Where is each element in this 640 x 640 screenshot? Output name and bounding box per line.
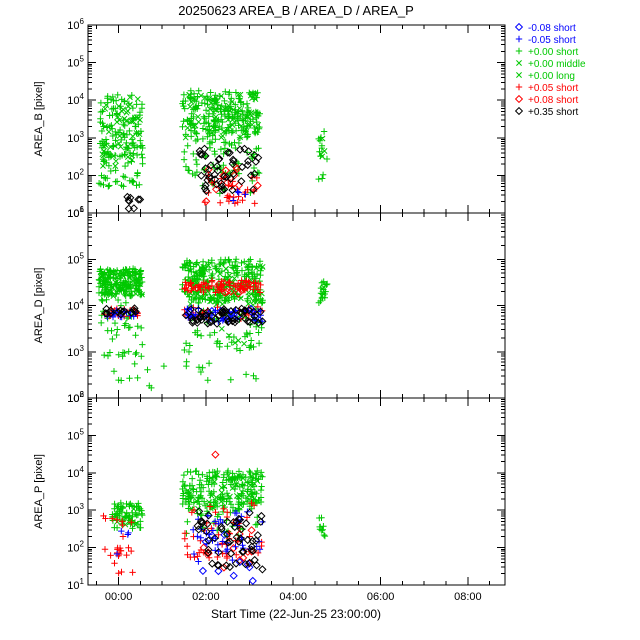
y-tick-label: 102 (67, 540, 84, 555)
y-tick-label: 106 (67, 17, 84, 32)
y-tick-label: 101 (67, 577, 84, 592)
legend-item: +0.00 middle (516, 59, 586, 70)
scatter-series--0-08-short (185, 278, 253, 298)
y-tick-label: 103 (67, 130, 84, 145)
legend-item: +0.05 short (515, 83, 579, 94)
y-tick-label: 105 (67, 55, 84, 70)
y-axis-title: AREA_D [pixel] (33, 268, 45, 344)
x-axis-title: Start Time (22-Jun-25 23:00:00) (211, 607, 381, 621)
minor-ticks (88, 25, 505, 213)
legend-item: -0.05 short (515, 35, 576, 46)
legend: -0.08 short-0.05 short+0.00 short+0.00 m… (514, 22, 586, 118)
panel-frame (87, 397, 506, 586)
x-tick-label: 04:00 (279, 591, 307, 603)
minor-ticks (88, 398, 505, 585)
x-tick-label: 08:00 (454, 591, 482, 603)
panel-2: 101 102 103 104 105 106 AREA_P [pixel] 00:00 02:… (33, 390, 506, 603)
y-tick-label: 104 (67, 92, 84, 107)
legend-label: +0.35 short (528, 107, 579, 118)
scatter-series--0-00-long (102, 91, 259, 150)
scatter-series--0-35-short (193, 507, 267, 574)
y-tick-label: 103 (67, 344, 84, 359)
panel-frame (87, 24, 506, 214)
y-tick-label: 104 (67, 465, 84, 480)
legend-diamond-icon (514, 106, 524, 116)
legend-label: +0.00 middle (528, 59, 586, 70)
y-tick-label: 103 (67, 502, 84, 517)
y-tick-label: 105 (67, 251, 84, 266)
scatter-series--0-35-short (101, 304, 267, 328)
major-ticks (88, 397, 505, 586)
legend-label: +0.08 short (528, 95, 579, 106)
legend-label: +0.00 short (528, 47, 579, 58)
legend-label: -0.08 short (528, 23, 576, 34)
scatter-series--0-05-short (100, 499, 265, 577)
y-tick-label: 106 (67, 205, 84, 220)
x-tick-label: 00:00 (105, 591, 133, 603)
legend-item: +0.00 short (515, 47, 579, 58)
legend-item: +0.35 short (514, 106, 579, 118)
y-tick-label: 104 (67, 298, 84, 313)
legend-cross-icon (516, 72, 522, 78)
legend-item: +0.00 long (516, 71, 575, 82)
legend-plus-icon (515, 83, 523, 91)
legend-plus-icon (515, 47, 523, 55)
legend-label: +0.00 long (528, 71, 575, 82)
legend-item: -0.08 short (514, 22, 576, 34)
y-axis-title: AREA_B [pixel] (33, 81, 45, 156)
y-tick-label: 106 (67, 390, 84, 405)
legend-diamond-icon (514, 22, 524, 32)
scatter-series--0-35-short (123, 144, 263, 213)
x-tick-label: 02:00 (192, 591, 220, 603)
scatter-series--0-00-long (186, 475, 261, 509)
legend-label: -0.05 short (528, 35, 576, 46)
legend-item: +0.08 short (514, 94, 579, 106)
minor-ticks (88, 213, 505, 398)
legend-cross-icon (516, 60, 522, 66)
major-ticks (88, 24, 505, 214)
scatter-series--0-05-short (230, 188, 249, 204)
legend-label: +0.05 short (528, 83, 579, 94)
y-tick-label: 105 (67, 427, 84, 442)
x-tick-label: 06:00 (367, 591, 395, 603)
chart-title: 20250623 AREA_B / AREA_D / AREA_P (178, 3, 414, 18)
scatter-series--0-05-short (201, 172, 260, 207)
legend-diamond-icon (514, 94, 524, 104)
legend-plus-icon (515, 35, 523, 43)
y-axis-title: AREA_P [pixel] (33, 454, 45, 529)
y-tick-label: 102 (67, 167, 84, 182)
